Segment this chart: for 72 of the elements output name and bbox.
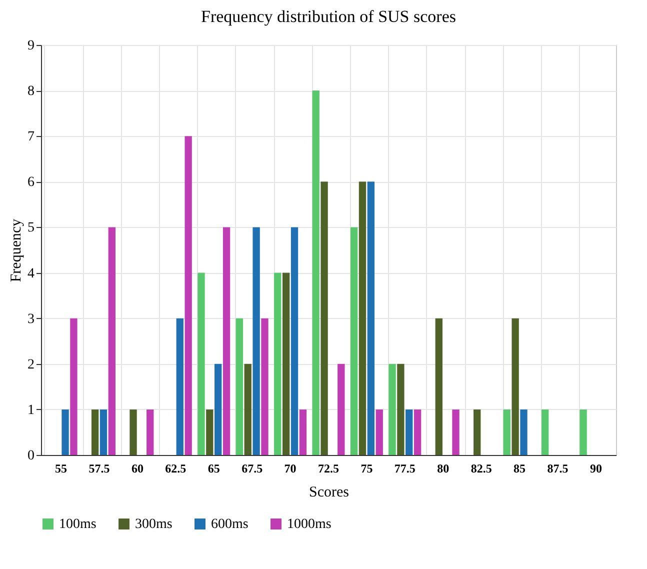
y-tick-label: 7	[28, 130, 34, 145]
bar	[62, 409, 69, 455]
bar	[236, 318, 244, 455]
legend-label: 1000ms	[287, 517, 332, 532]
x-tick-label: 67.5	[242, 462, 263, 476]
bar	[358, 182, 366, 455]
y-axis-title: Frequency	[8, 218, 24, 282]
x-tick-label: 60	[131, 462, 144, 476]
bar	[367, 182, 375, 455]
bar	[244, 364, 252, 455]
x-tick-label: 85	[514, 462, 526, 476]
chart-title: Frequency distribution of SUS scores	[201, 7, 456, 26]
bar	[435, 318, 442, 455]
y-tick-label: 0	[28, 448, 34, 464]
bar	[274, 272, 282, 455]
x-tick-label: 72.5	[318, 462, 339, 476]
y-tick-label: 8	[28, 84, 34, 100]
x-tick-label: 65	[208, 462, 220, 476]
bar	[520, 409, 528, 455]
bar	[452, 409, 460, 455]
x-tick-label: 82.5	[470, 462, 492, 476]
bar	[282, 272, 290, 455]
bar	[146, 409, 154, 455]
bar	[261, 318, 268, 455]
y-tick-label: 4	[28, 266, 34, 282]
x-tick-label: 87.5	[547, 462, 568, 476]
bar	[176, 318, 184, 455]
bar	[580, 409, 587, 455]
bar	[512, 318, 519, 455]
bar	[198, 272, 205, 455]
x-tick-label: 90	[590, 462, 602, 476]
bar	[542, 409, 549, 455]
bar	[290, 227, 298, 455]
bar	[414, 409, 422, 455]
bar	[388, 364, 396, 455]
x-tick-label: 70	[284, 462, 296, 476]
bar	[91, 409, 99, 455]
x-tick-label: 57.5	[88, 462, 110, 476]
bar	[397, 364, 404, 455]
bar	[376, 409, 383, 455]
x-axis-title: Scores	[309, 484, 350, 500]
bar	[130, 409, 137, 455]
x-tick-label: 55	[55, 462, 68, 476]
legend-label: 300ms	[135, 517, 172, 532]
legend-label: 600ms	[211, 517, 248, 532]
x-tick-label: 80	[437, 462, 450, 476]
bar	[474, 409, 481, 455]
bar	[70, 318, 78, 455]
y-tick-label: 6	[28, 175, 34, 190]
bar	[312, 90, 320, 455]
x-tick-label: 62.5	[165, 462, 186, 476]
y-tick-label: 9	[28, 38, 34, 54]
y-tick-label: 2	[28, 357, 34, 372]
bar	[252, 227, 260, 455]
bar	[503, 409, 510, 455]
y-tick-label: 3	[28, 312, 34, 327]
bar	[320, 182, 328, 455]
legend-label: 100ms	[59, 517, 96, 532]
bar	[184, 136, 192, 455]
bar	[338, 364, 345, 455]
bar	[214, 364, 222, 455]
bar	[100, 409, 108, 455]
bar	[299, 409, 307, 455]
y-tick-label: 5	[28, 220, 34, 236]
bar	[350, 227, 358, 455]
y-tick-label: 1	[28, 402, 34, 418]
bar	[222, 227, 230, 455]
bar	[108, 227, 116, 455]
bar	[206, 409, 214, 455]
x-tick-label: 77.5	[394, 462, 416, 476]
x-tick-label: 75	[360, 462, 373, 476]
bar	[406, 409, 413, 455]
